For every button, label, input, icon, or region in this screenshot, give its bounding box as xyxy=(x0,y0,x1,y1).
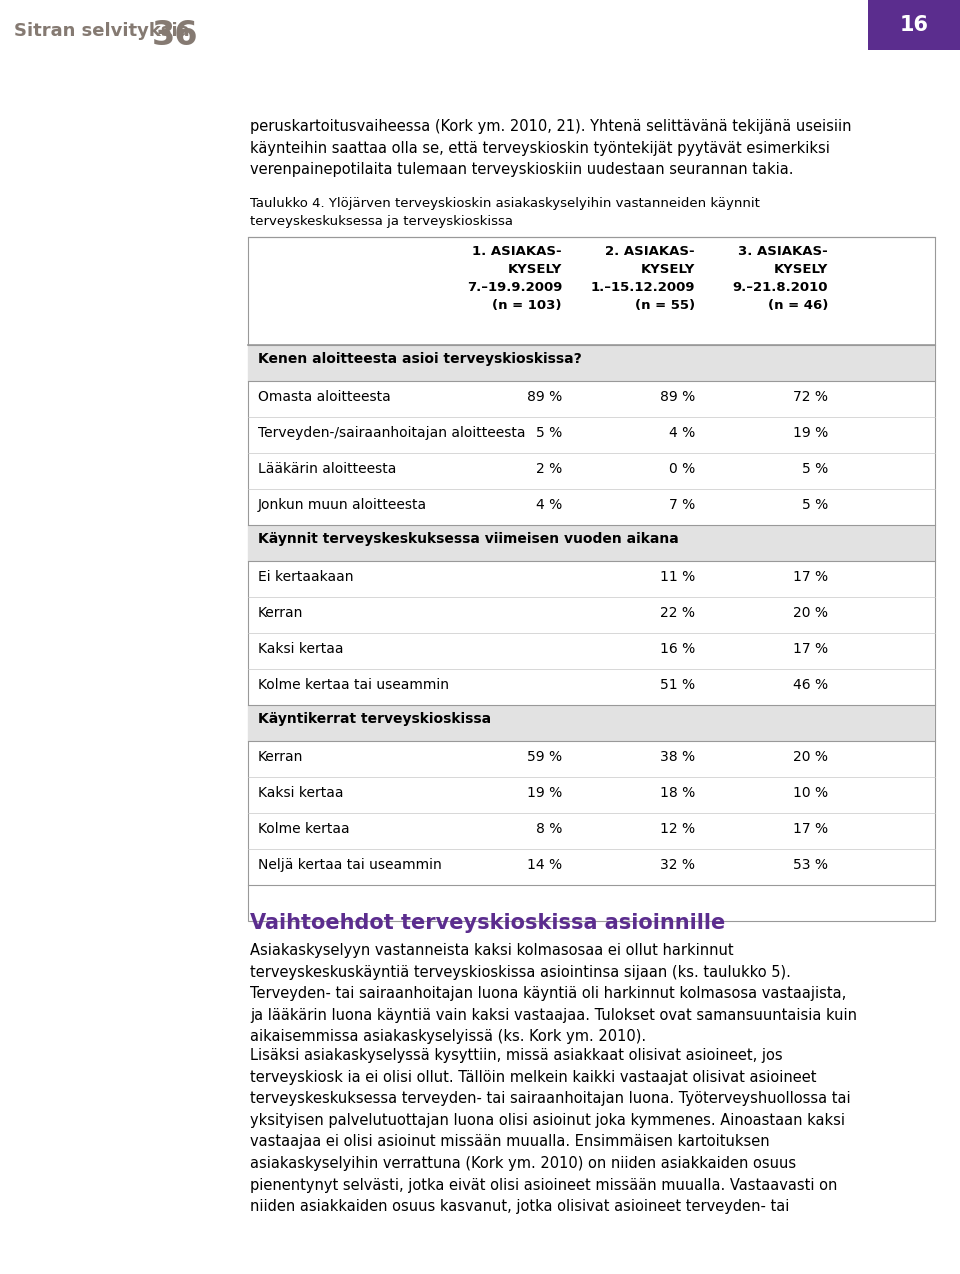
Text: 20 %: 20 % xyxy=(793,606,828,620)
Text: Kerran: Kerran xyxy=(258,606,303,620)
Text: Omasta aloitteesta: Omasta aloitteesta xyxy=(258,390,391,404)
Text: 2. ASIAKAS-
KYSELY
1.–15.12.2009
(n = 55): 2. ASIAKAS- KYSELY 1.–15.12.2009 (n = 55… xyxy=(590,245,695,312)
Text: 72 %: 72 % xyxy=(793,390,828,404)
Text: 51 %: 51 % xyxy=(660,678,695,692)
Text: 53 %: 53 % xyxy=(793,857,828,871)
Bar xyxy=(248,525,935,561)
Text: Käyntikerrat terveyskioskissa: Käyntikerrat terveyskioskissa xyxy=(258,712,492,726)
Text: 11 %: 11 % xyxy=(660,569,695,583)
Text: 5 %: 5 % xyxy=(802,498,828,512)
Text: 10 %: 10 % xyxy=(793,786,828,800)
Text: 59 %: 59 % xyxy=(527,750,562,764)
Bar xyxy=(868,0,960,50)
Text: Taulukko 4. Ylöjärven terveyskioskin asiakaskyselyihin vastanneiden käynnit
terv: Taulukko 4. Ylöjärven terveyskioskin asi… xyxy=(250,197,760,228)
Text: Kaksi kertaa: Kaksi kertaa xyxy=(258,786,344,800)
Text: 17 %: 17 % xyxy=(793,642,828,656)
Text: 36: 36 xyxy=(152,19,199,52)
Text: Vaihtoehdot terveyskioskissa asioinnille: Vaihtoehdot terveyskioskissa asioinnille xyxy=(250,913,725,933)
Text: 19 %: 19 % xyxy=(527,786,562,800)
Bar xyxy=(248,237,935,921)
Text: 17 %: 17 % xyxy=(793,569,828,583)
Text: Kolme kertaa tai useammin: Kolme kertaa tai useammin xyxy=(258,678,449,692)
Text: 3. ASIAKAS-
KYSELY
9.–21.8.2010
(n = 46): 3. ASIAKAS- KYSELY 9.–21.8.2010 (n = 46) xyxy=(732,245,828,312)
Bar xyxy=(248,345,935,381)
Text: Sitran selvityksiä: Sitran selvityksiä xyxy=(14,22,190,39)
Text: 16 %: 16 % xyxy=(660,642,695,656)
Text: Kerran: Kerran xyxy=(258,750,303,764)
Bar xyxy=(248,705,935,741)
Text: 16: 16 xyxy=(900,15,928,34)
Text: peruskartoitusvaiheessa (Kork ym. 2010, 21). Yhtenä selittävänä tekijänä useisii: peruskartoitusvaiheessa (Kork ym. 2010, … xyxy=(250,118,852,177)
Text: 22 %: 22 % xyxy=(660,606,695,620)
Text: Kolme kertaa: Kolme kertaa xyxy=(258,822,349,836)
Text: Terveyden-/sairaanhoitajan aloitteesta: Terveyden-/sairaanhoitajan aloitteesta xyxy=(258,426,525,440)
Text: 14 %: 14 % xyxy=(527,857,562,871)
Text: 32 %: 32 % xyxy=(660,857,695,871)
Text: 8 %: 8 % xyxy=(536,822,562,836)
Text: Lääkärin aloitteesta: Lääkärin aloitteesta xyxy=(258,462,396,476)
Text: 19 %: 19 % xyxy=(793,426,828,440)
Text: 89 %: 89 % xyxy=(660,390,695,404)
Text: 18 %: 18 % xyxy=(660,786,695,800)
Text: 17 %: 17 % xyxy=(793,822,828,836)
Text: 4 %: 4 % xyxy=(536,498,562,512)
Text: 4 %: 4 % xyxy=(669,426,695,440)
Text: 12 %: 12 % xyxy=(660,822,695,836)
Text: 7 %: 7 % xyxy=(669,498,695,512)
Text: Asiakaskyselyyn vastanneista kaksi kolmasosaa ei ollut harkinnut
terveyskeskuskä: Asiakaskyselyyn vastanneista kaksi kolma… xyxy=(250,943,857,1045)
Text: Ei kertaakaan: Ei kertaakaan xyxy=(258,569,353,583)
Text: Käynnit terveyskeskuksessa viimeisen vuoden aikana: Käynnit terveyskeskuksessa viimeisen vuo… xyxy=(258,533,679,547)
Text: 1. ASIAKAS-
KYSELY
7.–19.9.2009
(n = 103): 1. ASIAKAS- KYSELY 7.–19.9.2009 (n = 103… xyxy=(467,245,562,312)
Text: Neljä kertaa tai useammin: Neljä kertaa tai useammin xyxy=(258,857,442,871)
Text: 5 %: 5 % xyxy=(536,426,562,440)
Text: Lisäksi asiakaskyselyssä kysyttiin, missä asiakkaat olisivat asioineet, jos
terv: Lisäksi asiakaskyselyssä kysyttiin, miss… xyxy=(250,1049,851,1214)
Text: Kenen aloitteesta asioi terveyskioskissa?: Kenen aloitteesta asioi terveyskioskissa… xyxy=(258,352,582,366)
Text: 38 %: 38 % xyxy=(660,750,695,764)
Text: 20 %: 20 % xyxy=(793,750,828,764)
Text: 0 %: 0 % xyxy=(669,462,695,476)
Text: 89 %: 89 % xyxy=(527,390,562,404)
Text: 46 %: 46 % xyxy=(793,678,828,692)
Text: Kaksi kertaa: Kaksi kertaa xyxy=(258,642,344,656)
Text: 5 %: 5 % xyxy=(802,462,828,476)
Text: Jonkun muun aloitteesta: Jonkun muun aloitteesta xyxy=(258,498,427,512)
Text: 2 %: 2 % xyxy=(536,462,562,476)
